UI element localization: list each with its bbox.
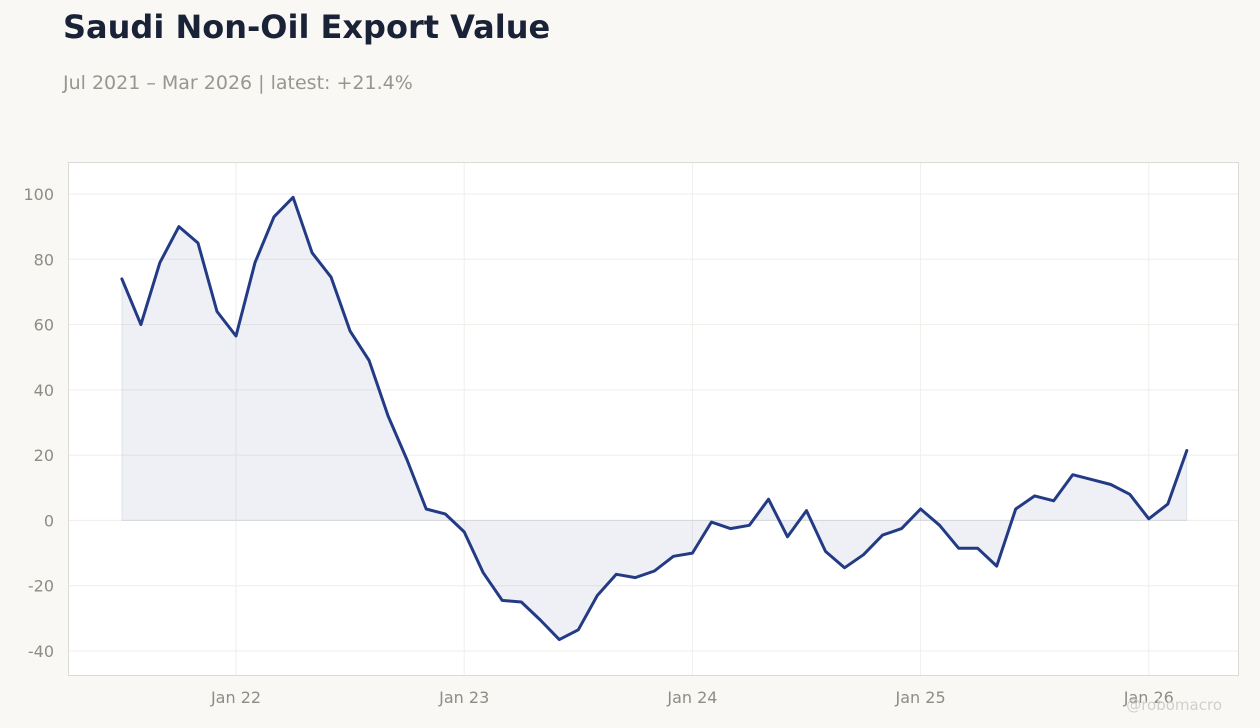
data-point [1090, 478, 1094, 482]
data-point [728, 527, 732, 531]
data-point [481, 571, 485, 575]
grid [68, 162, 1239, 676]
plot-frame [68, 162, 1239, 676]
data-point [329, 275, 333, 279]
data-point [995, 564, 999, 568]
data-point [272, 215, 276, 219]
data-point [900, 527, 904, 531]
data-point [234, 334, 238, 338]
y-tick-label: 80 [34, 250, 54, 269]
data-point [881, 533, 885, 537]
data-point [614, 572, 618, 576]
chart-title: Saudi Non-Oil Export Value [63, 8, 551, 46]
data-point [1166, 502, 1170, 506]
data-point [671, 554, 675, 558]
data-point [462, 530, 466, 534]
data-point [1071, 473, 1075, 477]
y-axis: -40 -20 0 20 40 60 80 100 [23, 185, 54, 661]
data-point [291, 195, 295, 199]
data-point [785, 535, 789, 539]
data-point [690, 551, 694, 555]
y-tick-label: 100 [23, 185, 54, 204]
data-point [519, 600, 523, 604]
data-point [1185, 449, 1189, 453]
data-point [576, 628, 580, 632]
data-point [1052, 499, 1056, 503]
chart-subtitle: Jul 2021 – Mar 2026 | latest: +21.4% [63, 72, 413, 94]
y-tick-label: 0 [44, 511, 54, 530]
data-point [652, 569, 656, 573]
data-point [139, 323, 143, 327]
data-point [1109, 483, 1113, 487]
x-axis: Jan 22 Jan 23 Jan 24 Jan 25 Jan 26 [210, 688, 1174, 707]
data-point [976, 546, 980, 550]
y-tick-label: 20 [34, 446, 54, 465]
data-point [747, 523, 751, 527]
data-point [405, 458, 409, 462]
series-line [120, 195, 1189, 642]
data-point [824, 549, 828, 553]
data-point [253, 261, 257, 265]
data-point [386, 414, 390, 418]
watermark: @robomacro [1126, 696, 1222, 714]
data-point [424, 507, 428, 511]
data-point [158, 261, 162, 265]
data-point [500, 598, 504, 602]
data-point [177, 225, 181, 229]
data-point [957, 546, 961, 550]
data-point [538, 618, 542, 622]
data-point [443, 512, 447, 516]
data-point [1033, 494, 1037, 498]
data-point [805, 509, 809, 513]
data-point [367, 358, 371, 362]
data-point [120, 277, 124, 281]
x-tick-label: Jan 22 [210, 688, 261, 707]
y-tick-label: 60 [34, 316, 54, 335]
data-point [938, 523, 942, 527]
data-point [557, 638, 561, 642]
data-point [919, 507, 923, 511]
data-point [1128, 492, 1132, 496]
y-tick-label: -20 [28, 577, 54, 596]
data-point [595, 594, 599, 598]
x-tick-label: Jan 24 [666, 688, 717, 707]
x-tick-label: Jan 25 [895, 688, 946, 707]
plot-area [68, 162, 1239, 676]
data-point [1014, 507, 1018, 511]
y-tick-label: -40 [28, 642, 54, 661]
data-point [709, 520, 713, 524]
data-point [310, 251, 314, 255]
x-tick-label: Jan 26 [1123, 688, 1174, 707]
data-point [1147, 517, 1151, 521]
data-point [843, 566, 847, 570]
data-point [215, 310, 219, 314]
data-point [633, 576, 637, 580]
data-point [348, 329, 352, 333]
y-tick-label: 40 [34, 381, 54, 400]
data-point [766, 497, 770, 501]
data-point [862, 553, 866, 557]
data-point [196, 241, 200, 245]
x-tick-label: Jan 23 [438, 688, 489, 707]
